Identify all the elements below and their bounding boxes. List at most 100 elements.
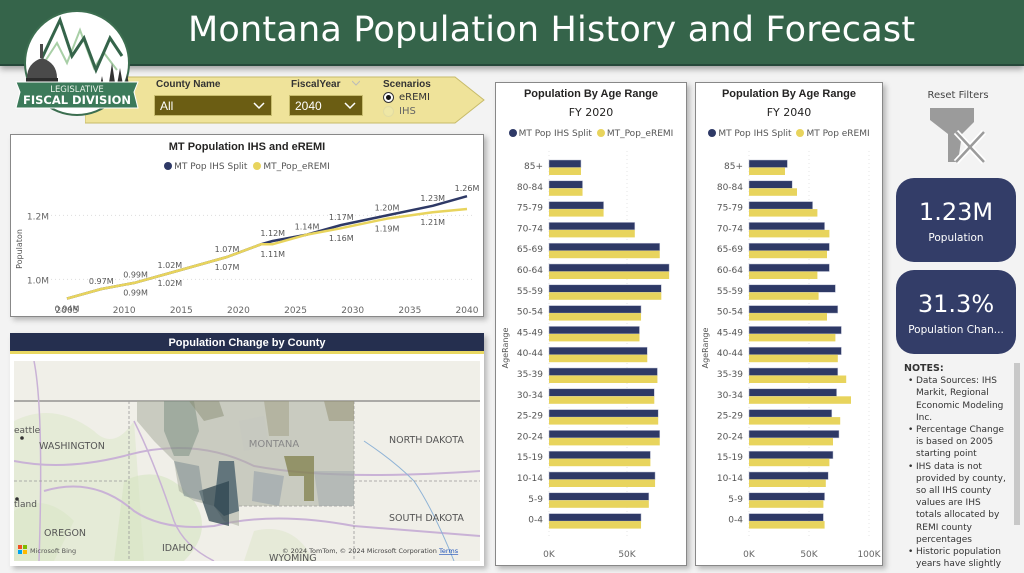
category-label: 10-14 — [717, 474, 743, 484]
category-label: 80-84 — [717, 183, 743, 193]
age-chart-2040-subtitle: FY 2040 — [766, 106, 812, 119]
age-chart-2040-title: Population By Age Range — [721, 88, 857, 100]
bar-ihs — [748, 326, 842, 335]
bar-eremi — [549, 354, 648, 363]
x-tick-label: 2020 — [227, 306, 250, 316]
bar-ihs — [748, 263, 830, 272]
bar-eremi — [749, 250, 827, 259]
bar-eremi — [549, 250, 660, 259]
category-label: 20-24 — [517, 432, 543, 442]
notes-title: NOTES: — [904, 363, 944, 374]
x-tick-label: 2035 — [398, 306, 421, 316]
x-tick-label: 2040 — [456, 306, 479, 316]
bar-ihs — [748, 305, 839, 314]
legend-label-eremi: MT_Pop_eREMI — [263, 162, 330, 172]
radio-button-unselected[interactable] — [383, 106, 394, 117]
age-chart-2020-title: Population By Age Range — [523, 88, 659, 100]
bar-ihs — [748, 430, 840, 439]
bar-ihs — [548, 201, 604, 210]
x-tick-label: 2025 — [284, 306, 307, 316]
bar-eremi — [749, 333, 836, 342]
county-map[interactable]: MONTANA WASHINGTON NORTH DAKOTA SOUTH DA… — [14, 361, 480, 561]
data-label: 1.14M — [295, 223, 320, 232]
category-label: 25-29 — [517, 412, 543, 422]
category-label: 40-44 — [717, 349, 743, 359]
x-tick-label: 50K — [800, 550, 818, 560]
data-label: 1.11M — [260, 250, 285, 259]
bar-ihs — [548, 159, 582, 168]
category-label: 25-29 — [717, 412, 743, 422]
legislative-fiscal-division-logo: LEGISLATIVE FISCAL DIVISION — [15, 10, 139, 116]
age-chart-2020: 85+ 80-84 75-79 70-74 65-69 60-64 55-59 50-54 45… — [501, 151, 670, 560]
bar-eremi — [749, 500, 824, 508]
scenarios-label: Scenarios — [383, 79, 431, 90]
bar-eremi — [549, 375, 658, 383]
y-axis-label: AgeRange — [701, 328, 710, 369]
map-label-portland: tland — [14, 500, 37, 510]
bar-ihs — [748, 409, 833, 418]
bar-eremi — [549, 229, 635, 238]
reset-filters-label: Reset Filters — [927, 90, 989, 101]
map-canvas: MONTANA WASHINGTON NORTH DAKOTA SOUTH DA… — [14, 361, 480, 561]
bar-ihs — [748, 492, 825, 501]
map-terms-link[interactable]: Terms — [438, 547, 459, 555]
note-item: IHS data is not provided by county, so a… — [908, 461, 1008, 546]
fiscal-year-dropdown[interactable]: 2040 — [289, 95, 363, 116]
age-chart-2040: 85+ 80-84 75-79 70-74 65-69 60-64 55-59 50-54 45… — [701, 151, 882, 560]
chevron-down-icon[interactable] — [352, 80, 360, 86]
bar-eremi — [749, 375, 847, 383]
county-name-dropdown[interactable]: All — [154, 95, 272, 116]
age-chart-2040-panel: Population By Age Range FY 2040 MT Pop I… — [695, 82, 883, 566]
fiscal-year-value: 2040 — [295, 99, 322, 113]
bar-eremi — [749, 188, 797, 196]
logo-line2: FISCAL DIVISION — [23, 93, 131, 107]
category-label: 20-24 — [717, 432, 743, 442]
map-panel: Population Change by County — [10, 333, 484, 566]
bar-ihs — [548, 222, 636, 231]
data-label: 1.02M — [157, 261, 182, 270]
age-chart-2020-subtitle: FY 2020 — [568, 106, 614, 119]
scenario-option-eremi[interactable]: eREMI — [383, 92, 430, 103]
data-label: 1.17M — [329, 213, 354, 222]
data-label: 1.02M — [157, 279, 182, 288]
category-label: 55-59 — [517, 287, 543, 297]
bing-label: Microsoft Bing — [30, 547, 76, 555]
data-label: 0.99M — [123, 271, 148, 280]
reset-filters-button[interactable] — [928, 106, 988, 164]
category-label: 85+ — [724, 162, 743, 172]
category-label: 60-64 — [717, 266, 743, 276]
legend-dot-ihs — [708, 129, 717, 137]
county-name-value: All — [160, 99, 174, 113]
map-label-south-dakota: SOUTH DAKOTA — [389, 513, 464, 524]
bar-ihs — [548, 242, 661, 251]
bar-ihs — [748, 367, 839, 376]
bar-eremi — [549, 479, 656, 487]
fiscal-year-label: FiscalYear — [291, 79, 341, 90]
microsoft-bing-logo: Microsoft Bing — [18, 545, 76, 555]
bar-eremi — [749, 229, 830, 238]
data-label: 0.94M — [55, 305, 80, 314]
category-label: 60-64 — [517, 266, 543, 276]
legend-label-ihs: MT Pop IHS Split — [718, 129, 792, 139]
header-bar: Montana Population History and Forecast — [0, 0, 1024, 66]
bar-ihs — [548, 492, 650, 501]
data-label: 1.07M — [215, 263, 240, 272]
radio-button-selected[interactable] — [383, 92, 394, 103]
bar-eremi — [749, 167, 785, 175]
bar-eremi — [549, 500, 649, 508]
scenario-option-ihs[interactable]: IHS — [383, 106, 416, 117]
series-line-eremi — [66, 207, 468, 300]
x-tick-label: 2005 — [56, 306, 79, 316]
category-label: 10-14 — [517, 474, 543, 484]
category-label: 55-59 — [717, 287, 743, 297]
map-label-north-dakota: NORTH DAKOTA — [389, 435, 464, 446]
map-label-montana: MONTANA — [249, 439, 300, 450]
data-label: 0.99M — [123, 289, 148, 298]
bar-ihs — [748, 513, 824, 522]
category-label: 35-39 — [517, 370, 543, 380]
data-label: 1.19M — [375, 225, 400, 234]
legend-dot-ihs — [508, 129, 517, 137]
y-axis-label: Populaton — [15, 229, 24, 269]
line-chart-title: MT Population IHS and eREMI — [168, 141, 326, 153]
notes-scrollbar[interactable] — [1014, 363, 1020, 525]
